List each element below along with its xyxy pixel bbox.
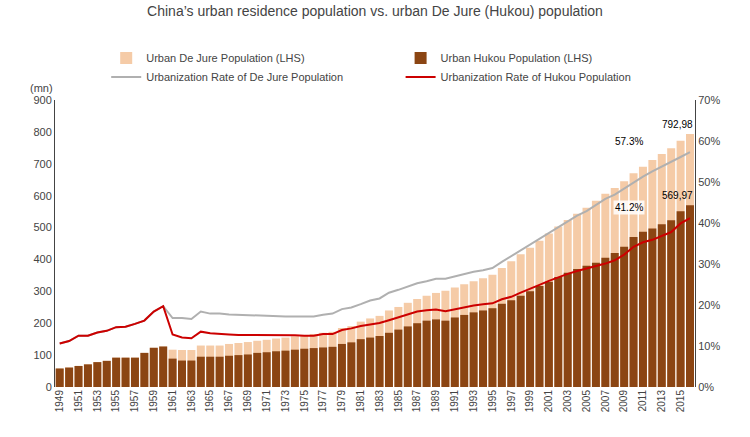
svg-text:569,97: 569,97 [662,190,693,201]
svg-text:1999: 1999 [524,390,535,413]
svg-text:1953: 1953 [92,390,103,413]
svg-text:(mn): (mn) [30,82,53,94]
svg-text:2007: 2007 [600,390,611,413]
svg-text:60%: 60% [698,135,720,147]
svg-text:2005: 2005 [581,390,592,413]
svg-text:1969: 1969 [242,390,253,413]
svg-text:100: 100 [33,349,51,361]
svg-text:2011: 2011 [637,390,648,412]
svg-text:10%: 10% [698,340,720,352]
svg-text:Urban Hukou Population (LHS): Urban Hukou Population (LHS) [441,52,593,64]
svg-text:1965: 1965 [204,390,215,413]
svg-text:41.2%: 41.2% [615,202,643,213]
svg-text:1951: 1951 [73,390,84,413]
svg-text:Urbanization Rate of Hukou Pop: Urbanization Rate of Hukou Population [441,71,631,83]
svg-text:1949: 1949 [54,390,65,413]
svg-text:1955: 1955 [110,390,121,413]
svg-text:1975: 1975 [299,390,310,413]
svg-text:1971: 1971 [261,390,272,413]
svg-text:400: 400 [33,253,51,265]
svg-text:40%: 40% [698,217,720,229]
svg-text:1973: 1973 [280,390,291,413]
svg-text:300: 300 [33,285,51,297]
svg-text:1959: 1959 [148,390,159,413]
svg-text:1961: 1961 [167,390,178,413]
svg-text:0%: 0% [698,381,714,393]
svg-text:1985: 1985 [393,390,404,413]
svg-text:2013: 2013 [656,390,667,413]
svg-text:1987: 1987 [411,390,422,413]
svg-text:30%: 30% [698,258,720,270]
svg-text:2001: 2001 [543,390,554,413]
svg-text:1979: 1979 [336,390,347,413]
svg-text:57.3%: 57.3% [615,136,643,147]
svg-text:1977: 1977 [317,390,328,413]
svg-text:500: 500 [33,221,51,233]
svg-text:1983: 1983 [374,390,385,413]
svg-text:600: 600 [33,190,51,202]
svg-text:China’s urban residence popula: China’s urban residence population vs. u… [147,3,603,19]
svg-text:900: 900 [33,94,51,106]
svg-text:1957: 1957 [129,390,140,413]
svg-text:1981: 1981 [355,390,366,413]
svg-text:1993: 1993 [468,390,479,413]
svg-text:700: 700 [33,158,51,170]
svg-text:0: 0 [46,381,52,393]
svg-text:2003: 2003 [562,390,573,413]
svg-text:1989: 1989 [430,390,441,413]
svg-text:Urban De Jure Population (LHS): Urban De Jure Population (LHS) [146,52,304,64]
svg-text:2009: 2009 [618,390,629,413]
svg-text:1967: 1967 [223,390,234,413]
svg-text:1995: 1995 [487,390,498,413]
svg-text:Urbanization Rate of De Jure P: Urbanization Rate of De Jure Population [146,71,343,83]
svg-text:1997: 1997 [506,390,517,413]
svg-text:1991: 1991 [449,390,460,413]
svg-text:20%: 20% [698,299,720,311]
svg-text:2015: 2015 [675,390,686,413]
svg-text:800: 800 [33,126,51,138]
svg-text:50%: 50% [698,176,720,188]
svg-text:200: 200 [33,317,51,329]
svg-text:70%: 70% [698,94,720,106]
svg-text:792,98: 792,98 [662,119,693,130]
svg-text:1963: 1963 [186,390,197,413]
